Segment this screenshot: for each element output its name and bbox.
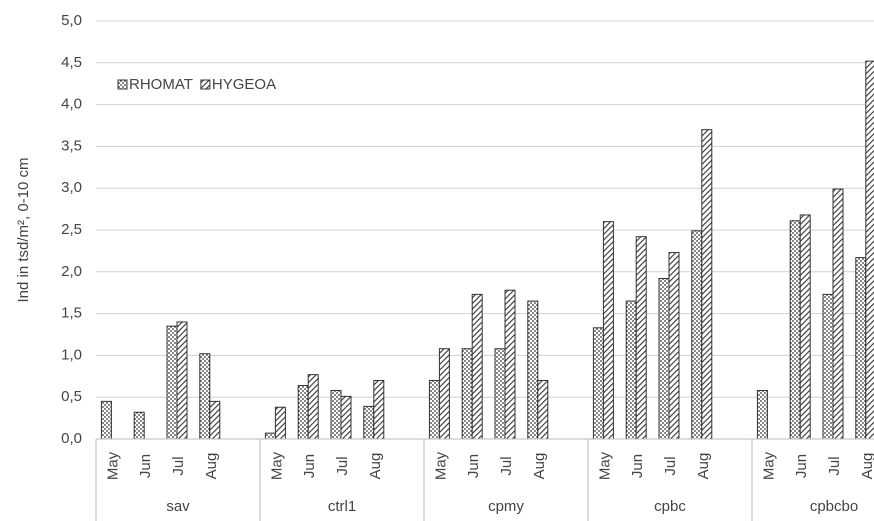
bar (264, 432, 276, 440)
group-label: cpbcbo (810, 498, 858, 515)
x-tick-label: Jul (334, 456, 351, 475)
group-label: cpmy (488, 498, 524, 515)
y-tick-label: 5,0 (61, 12, 82, 29)
x-tick-label: Jun (793, 454, 810, 478)
bar (297, 384, 309, 440)
bar (789, 220, 801, 440)
bar (865, 60, 874, 440)
bar (100, 400, 112, 440)
x-tick-label: Jul (826, 456, 843, 475)
x-tick-label: Jun (301, 454, 318, 478)
x-tick-label: Aug (367, 453, 384, 480)
bar (691, 230, 703, 440)
bar (602, 221, 614, 440)
y-tick-label: 0,5 (61, 388, 82, 405)
bar (330, 390, 342, 440)
x-tick-label: May (432, 451, 449, 480)
group-label: sav (166, 498, 190, 515)
y-tick-label: 4,5 (61, 54, 82, 71)
y-tick-label: 2,5 (61, 221, 82, 238)
bar (209, 400, 221, 440)
bar (799, 214, 811, 440)
x-tick-label: Aug (531, 453, 548, 480)
bar (307, 374, 319, 440)
bar (166, 325, 178, 440)
bar (668, 252, 680, 440)
x-tick-label: Aug (695, 453, 712, 480)
legend-label: HYGEOA (212, 76, 276, 93)
x-tick-label: May (104, 451, 121, 480)
bar (133, 411, 145, 440)
bar (756, 390, 768, 440)
bar (494, 348, 506, 440)
bar (340, 395, 352, 440)
y-tick-label: 0,0 (61, 430, 82, 447)
bar (537, 379, 549, 440)
bar (461, 348, 473, 440)
bar (504, 289, 516, 440)
bar (832, 188, 844, 440)
legend-swatch (200, 79, 211, 90)
bar (274, 406, 286, 440)
x-tick-label: Jun (137, 454, 154, 478)
bar (471, 293, 483, 440)
y-tick-label: 4,0 (61, 96, 82, 113)
bar (363, 405, 375, 440)
bar (527, 300, 539, 440)
y-axis-title: Ind in tsd/m², 0-10 cm (15, 157, 32, 302)
y-tick-label: 2,0 (61, 263, 82, 280)
x-tick-label: Jun (629, 454, 646, 478)
bar (428, 379, 440, 440)
x-tick-label: Jul (170, 456, 187, 475)
y-tick-label: 1,5 (61, 305, 82, 322)
bar (625, 300, 637, 440)
legend-label: RHOMAT (129, 76, 193, 93)
x-tick-label: Jun (465, 454, 482, 478)
group-label: cpbc (654, 498, 686, 515)
x-tick-label: Aug (859, 453, 874, 480)
group-label: ctrl1 (328, 498, 356, 515)
legend-swatch (117, 79, 128, 90)
x-tick-label: Jul (662, 456, 679, 475)
bar (438, 348, 450, 440)
bar (592, 327, 604, 440)
bar (373, 379, 385, 440)
bar (822, 293, 834, 440)
bar (701, 129, 713, 440)
x-tick-label: May (268, 451, 285, 480)
bar (658, 277, 670, 440)
bar (635, 236, 647, 440)
x-tick-label: May (596, 451, 613, 480)
x-tick-label: Aug (203, 453, 220, 480)
x-tick-label: May (760, 451, 777, 480)
y-tick-label: 1,0 (61, 346, 82, 363)
bar (199, 353, 211, 440)
y-tick-label: 3,5 (61, 137, 82, 154)
y-tick-label: 3,0 (61, 179, 82, 196)
bar (855, 257, 867, 440)
x-tick-label: Jul (498, 456, 515, 475)
bar (176, 321, 188, 440)
